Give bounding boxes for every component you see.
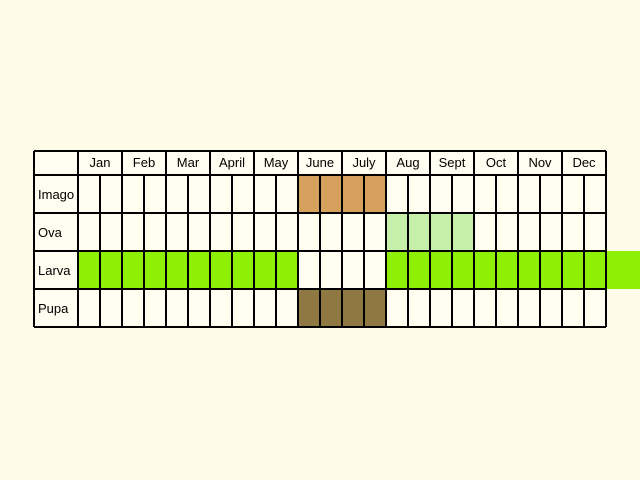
month-header: Feb xyxy=(133,155,155,170)
cell-larva-23 xyxy=(584,251,606,289)
cell-larva-18 xyxy=(474,251,496,289)
cell-larva-14 xyxy=(386,251,408,289)
stage-label-imago: Imago xyxy=(38,187,74,202)
cell-larva-7 xyxy=(232,251,254,289)
stage-label-pupa: Pupa xyxy=(38,301,69,316)
cell-pupa-10 xyxy=(298,289,320,327)
cell-larva-3 xyxy=(144,251,166,289)
stage-label-ova: Ova xyxy=(38,225,63,240)
cell-ova-15 xyxy=(408,213,430,251)
cell-imago-12 xyxy=(342,175,364,213)
cell-larva-1 xyxy=(100,251,122,289)
month-header: Jan xyxy=(90,155,111,170)
cell-imago-13 xyxy=(364,175,386,213)
month-header: Sept xyxy=(439,155,466,170)
cell-larva-16 xyxy=(430,251,452,289)
month-header: July xyxy=(352,155,376,170)
cell-larva-5 xyxy=(188,251,210,289)
cell-ova-16 xyxy=(430,213,452,251)
cell-imago-11 xyxy=(320,175,342,213)
month-header: Mar xyxy=(177,155,200,170)
cell-larva-21 xyxy=(540,251,562,289)
cell-imago-10 xyxy=(298,175,320,213)
stage-label-larva: Larva xyxy=(38,263,71,278)
month-header: Oct xyxy=(486,155,507,170)
cell-ova-17 xyxy=(452,213,474,251)
cell-larva-17 xyxy=(452,251,474,289)
cell-ova-14 xyxy=(386,213,408,251)
cell-larva-0 xyxy=(78,251,100,289)
cell-pupa-11 xyxy=(320,289,342,327)
cell-larva-15 xyxy=(408,251,430,289)
cell-larva-22 xyxy=(562,251,584,289)
month-header: April xyxy=(219,155,245,170)
cell-larva-8 xyxy=(254,251,276,289)
month-header: June xyxy=(306,155,334,170)
cell-larva-9 xyxy=(276,251,298,289)
cell-larva-24 xyxy=(606,251,628,289)
cell-larva-19 xyxy=(496,251,518,289)
cell-larva-6 xyxy=(210,251,232,289)
cell-pupa-13 xyxy=(364,289,386,327)
cell-larva-25 xyxy=(628,251,640,289)
cell-pupa-12 xyxy=(342,289,364,327)
cell-larva-2 xyxy=(122,251,144,289)
month-header: Dec xyxy=(572,155,596,170)
month-header: Aug xyxy=(396,155,419,170)
cell-larva-4 xyxy=(166,251,188,289)
cell-larva-20 xyxy=(518,251,540,289)
month-header: Nov xyxy=(528,155,552,170)
month-header: May xyxy=(264,155,289,170)
